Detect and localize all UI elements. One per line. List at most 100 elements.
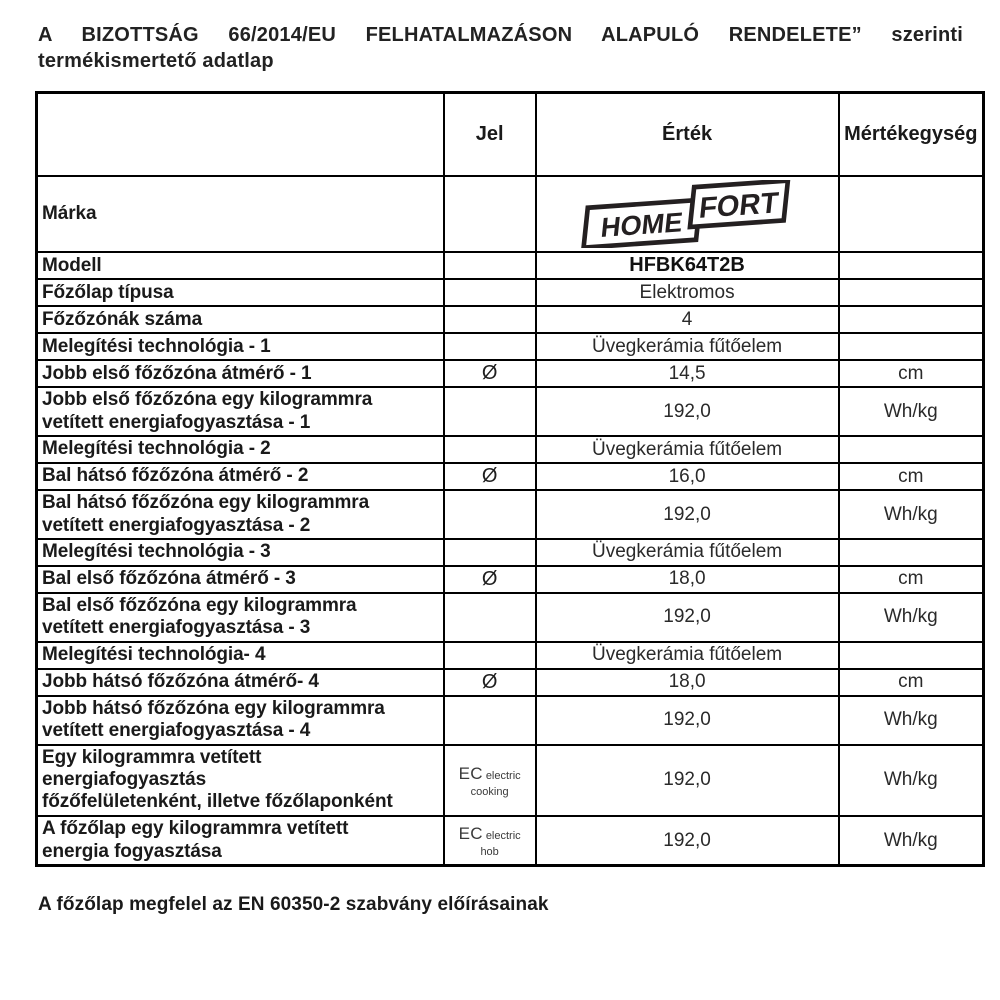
homefort-logo: HOME FORT: [581, 180, 791, 249]
cell-label: Modell: [35, 251, 445, 281]
cell-unit: Wh/kg: [837, 814, 985, 867]
table-row: Melegítési technológia - 3 Üvegkerámia f…: [35, 537, 985, 567]
cell-unit: cm: [837, 462, 985, 492]
logo-text-home: HOME: [599, 207, 684, 244]
cell-value: 192,0: [534, 489, 840, 540]
cell-value: HFBK64T2B: [534, 251, 840, 281]
logo-text-fort: FORT: [698, 187, 781, 226]
cell-value: 18,0: [534, 667, 840, 697]
cell-value: HOME FORT: [534, 175, 840, 254]
cell-value: 192,0: [534, 694, 840, 746]
table-row: Bal hátsó főzőzóna egy kilogrammra vetít…: [35, 489, 985, 540]
cell-symbol: [442, 640, 537, 670]
cell-unit: Wh/kg: [837, 694, 985, 746]
cell-symbol: [442, 591, 537, 643]
cell-symbol: [442, 305, 537, 335]
cell-label: Jobb hátsó főzőzóna átmérő- 4: [35, 667, 445, 697]
ec-symbol-main: EC: [458, 763, 483, 783]
cell-unit: [837, 305, 985, 335]
cell-unit: cm: [837, 359, 985, 389]
cell-label: Jobb első főzőzóna egy kilogrammra vetít…: [35, 386, 445, 438]
header-property: [35, 91, 445, 178]
header-symbol: Jel: [442, 91, 537, 178]
compliance-note: A főzőlap megfelel az EN 60350-2 szabván…: [38, 894, 549, 916]
brand-logo-container: HOME FORT: [538, 180, 837, 249]
table-row: Jobb első főzőzóna egy kilogrammra vetít…: [35, 386, 985, 438]
cell-label: Bal hátsó főzőzóna egy kilogrammra vetít…: [35, 489, 445, 540]
cell-symbol: [442, 694, 537, 746]
table-row: Bal első főzőzóna átmérő - 3 Ø 18,0 cm: [35, 564, 985, 594]
cell-label: Főzőzónák száma: [35, 305, 445, 335]
table-row: Jobb hátsó főzőzóna egy kilogrammra vetí…: [35, 694, 985, 746]
ec-symbol-sub: electric: [485, 830, 521, 843]
cell-value: 14,5: [534, 359, 840, 389]
cell-value: 192,0: [534, 386, 840, 438]
cell-unit: [837, 278, 985, 308]
table-row: Melegítési technológia - 1 Üvegkerámia f…: [35, 332, 985, 362]
cell-unit: cm: [837, 667, 985, 697]
cell-value: 192,0: [534, 743, 840, 817]
cell-symbol: [442, 332, 537, 362]
cell-unit: Wh/kg: [837, 743, 985, 817]
cell-value: Üvegkerámia fűtőelem: [534, 435, 840, 465]
table-row: Főzőlap típusa Elektromos: [35, 278, 985, 308]
cell-symbol: [442, 251, 537, 281]
table-row: Melegítési technológia - 2 Üvegkerámia f…: [35, 435, 985, 465]
cell-unit: [837, 435, 985, 465]
cell-label: A főzőlap egy kilogrammra vetített energ…: [35, 814, 445, 867]
cell-unit: [837, 175, 985, 254]
table-row: Melegítési technológia- 4 Üvegkerámia fű…: [35, 640, 985, 670]
cell-symbol: [442, 489, 537, 540]
table-row: Egy kilogrammra vetített energiafogyaszt…: [35, 743, 985, 817]
cell-symbol: [442, 175, 537, 254]
cell-label: Jobb hátsó főzőzóna egy kilogrammra vetí…: [35, 694, 445, 746]
cell-label: Melegítési technológia - 3: [35, 537, 445, 567]
ec-electric-cooking-symbol: EC electric cooking: [442, 743, 537, 817]
cell-symbol: [442, 386, 537, 438]
cell-unit: [837, 251, 985, 281]
ec-symbol-sub: hob: [480, 846, 499, 859]
cell-unit: [837, 332, 985, 362]
header-value: Érték: [534, 91, 840, 178]
table-header-row: Jel Érték Mértékegység: [35, 91, 985, 178]
cell-unit: [837, 640, 985, 670]
cell-value: 192,0: [534, 814, 840, 867]
diameter-symbol: Ø: [442, 564, 537, 594]
cell-value: 16,0: [534, 462, 840, 492]
cell-symbol: [442, 435, 537, 465]
cell-label: Melegítési technológia- 4: [35, 640, 445, 670]
cell-value: Üvegkerámia fűtőelem: [534, 537, 840, 567]
header-unit: Mértékegység: [837, 91, 985, 178]
cell-label: Egy kilogrammra vetített energiafogyaszt…: [35, 743, 445, 817]
ec-symbol-main: EC: [458, 824, 483, 844]
cell-symbol: [442, 537, 537, 567]
cell-unit: [837, 537, 985, 567]
cell-value: Üvegkerámia fűtőelem: [534, 332, 840, 362]
table-row: Főzőzónák száma 4: [35, 305, 985, 335]
cell-value: 192,0: [534, 591, 840, 643]
cell-label: Melegítési technológia - 2: [35, 435, 445, 465]
table-row: Jobb hátsó főzőzóna átmérő- 4 Ø 18,0 cm: [35, 667, 985, 697]
page-title: A BIZOTTSÁG 66/2014/EU FELHATALMAZÁSON A…: [38, 24, 963, 73]
cell-value: 18,0: [534, 564, 840, 594]
cell-label: Bal első főzőzóna egy kilogrammra vetíte…: [35, 591, 445, 643]
cell-symbol: [442, 278, 537, 308]
diameter-symbol: Ø: [442, 667, 537, 697]
ec-electric-hob-symbol: EC electric hob: [442, 814, 537, 867]
cell-label: Melegítési technológia - 1: [35, 332, 445, 362]
cell-label: Jobb első főzőzóna átmérő - 1: [35, 359, 445, 389]
cell-label: Bal hátsó főzőzóna átmérő - 2: [35, 462, 445, 492]
table-row: Jobb első főzőzóna átmérő - 1 Ø 14,5 cm: [35, 359, 985, 389]
cell-value: 4: [534, 305, 840, 335]
cell-value: Elektromos: [534, 278, 840, 308]
cell-label: Főzőlap típusa: [35, 278, 445, 308]
cell-unit: Wh/kg: [837, 386, 985, 438]
cell-value: Üvegkerámia fűtőelem: [534, 640, 840, 670]
ec-symbol-sub: cooking: [470, 785, 509, 798]
cell-unit: Wh/kg: [837, 489, 985, 540]
table-row: Bal hátsó főzőzóna átmérő - 2 Ø 16,0 cm: [35, 462, 985, 492]
table-row: A főzőlap egy kilogrammra vetített energ…: [35, 814, 985, 867]
diameter-symbol: Ø: [442, 359, 537, 389]
cell-unit: Wh/kg: [837, 591, 985, 643]
